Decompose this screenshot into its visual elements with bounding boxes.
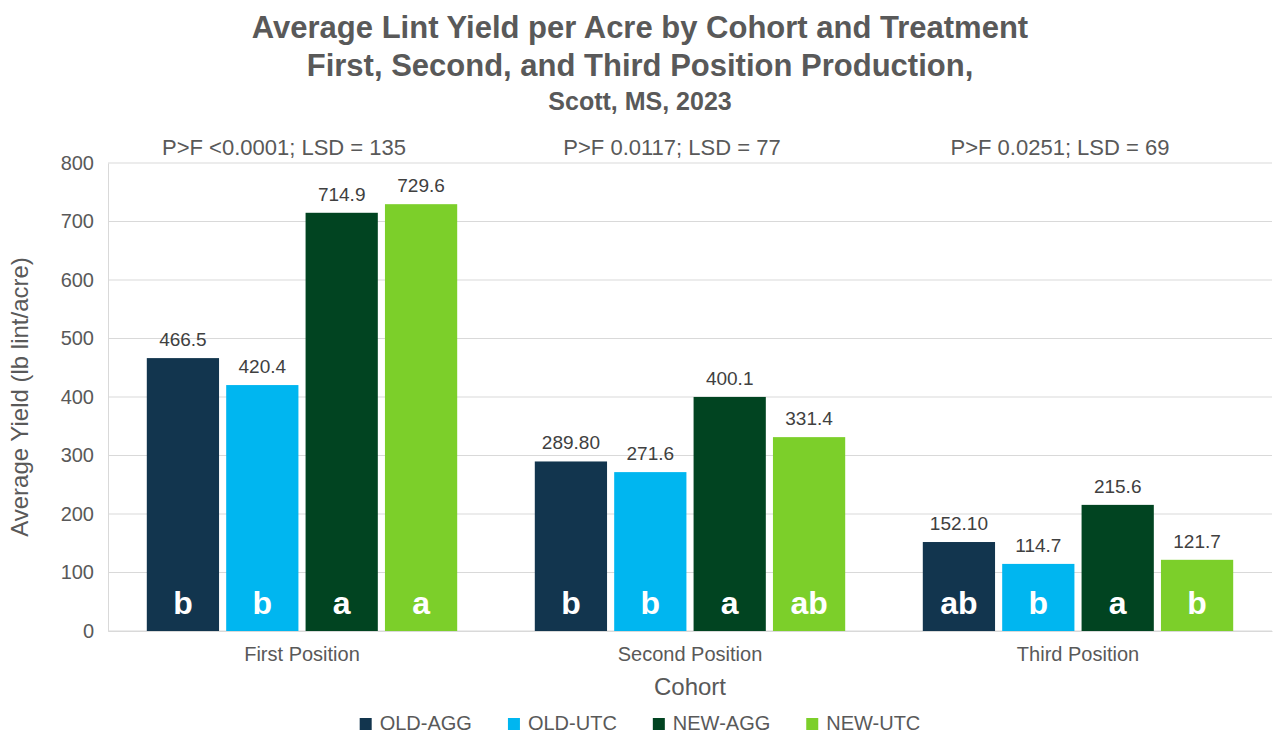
y-tick-label: 500 xyxy=(61,327,94,349)
legend-item: NEW-AGG xyxy=(653,712,770,734)
y-tick: 500 xyxy=(61,327,108,349)
bar xyxy=(923,542,995,631)
y-tick-label: 100 xyxy=(61,561,94,583)
bar xyxy=(385,204,457,631)
significance-letter: a xyxy=(412,585,430,621)
grid-line xyxy=(108,280,1272,281)
bar xyxy=(306,213,378,631)
significance-letter: ab xyxy=(940,585,977,621)
bar xyxy=(1002,564,1074,631)
subtitle: Scott, MS, 2023 xyxy=(548,87,731,115)
bar xyxy=(1161,560,1233,631)
legend-swatch xyxy=(360,718,372,730)
x-tick-label: Second Position xyxy=(618,643,763,665)
y-tick: 700 xyxy=(61,210,108,232)
x-axis: First Position Second Position Third Posit… xyxy=(109,631,1273,665)
data-label: 331.4 xyxy=(785,408,833,429)
legend-swatch xyxy=(653,718,665,730)
data-label: 729.6 xyxy=(397,175,445,196)
legend-item: OLD-UTC xyxy=(508,712,617,734)
y-tick-label: 800 xyxy=(61,152,94,174)
significance-letter: b xyxy=(1029,585,1049,621)
significance-letter: b xyxy=(561,585,581,621)
significance-letter: ab xyxy=(790,585,827,621)
significance-letter: b xyxy=(1187,585,1207,621)
data-label: 215.6 xyxy=(1094,476,1142,497)
data-label: 152.10 xyxy=(930,513,988,534)
grid-line xyxy=(108,338,1272,339)
title: Average Lint Yield per Acre by Cohort an… xyxy=(252,10,1028,45)
x-tick-label: Third Position xyxy=(1017,643,1139,665)
legend-swatch xyxy=(806,718,818,730)
y-tick-label: 300 xyxy=(61,444,94,466)
significance-letter: b xyxy=(173,585,193,621)
y-tick-label: 200 xyxy=(61,503,94,525)
y-tick-label: 0 xyxy=(83,620,94,642)
x-tick: Third Position xyxy=(1017,631,1139,665)
y-axis: 0 100 200 300 400 500 600 700 800 xyxy=(61,152,109,642)
bar xyxy=(773,437,845,631)
legend-label: OLD-AGG xyxy=(380,712,472,734)
data-label: 289.80 xyxy=(542,432,600,453)
y-tick: 400 xyxy=(61,386,108,408)
data-label: 420.4 xyxy=(239,356,287,377)
legend-label: OLD-UTC xyxy=(528,712,617,734)
data-label: 114.7 xyxy=(1015,535,1061,556)
legend-label: NEW-UTC xyxy=(826,712,920,734)
y-tick: 300 xyxy=(61,444,108,466)
data-label: 271.6 xyxy=(627,443,675,464)
annotation: P>F 0.0251; LSD = 69 xyxy=(951,135,1170,160)
significance-letter: b xyxy=(641,585,661,621)
grid xyxy=(108,163,1272,631)
significance-letter: a xyxy=(333,585,351,621)
title: First, Second, and Third Position Produc… xyxy=(307,48,974,83)
y-tick: 100 xyxy=(61,561,108,583)
bars xyxy=(147,204,1233,631)
bar-texts: 466.5b289.80b152.10ab420.4b271.6b114.7b7… xyxy=(159,175,1221,621)
data-label: 400.1 xyxy=(706,368,754,389)
y-tick-label: 700 xyxy=(61,210,94,232)
x-tick: Second Position xyxy=(618,631,763,665)
data-label: 466.5 xyxy=(159,329,207,350)
bar xyxy=(147,358,219,631)
y-tick: 0 xyxy=(83,620,108,642)
annotation: P>F <0.0001; LSD = 135 xyxy=(162,135,406,160)
legend-label: NEW-AGG xyxy=(673,712,770,734)
y-axis-title: Average Yield (lb lint/acre) xyxy=(6,257,33,537)
x-axis-line xyxy=(109,631,1273,632)
y-tick: 200 xyxy=(61,503,108,525)
legend-item: OLD-AGG xyxy=(360,712,472,734)
y-tick: 800 xyxy=(61,152,108,174)
grid-line xyxy=(108,221,1272,222)
grid-line xyxy=(108,163,1272,164)
x-tick-label: First Position xyxy=(244,643,360,665)
bar xyxy=(226,385,298,631)
bar xyxy=(694,397,766,631)
y-tick: 600 xyxy=(61,269,108,291)
chart: Average Lint Yield per Acre by Cohort an… xyxy=(0,0,1280,740)
data-label: 714.9 xyxy=(318,184,366,205)
y-tick-label: 400 xyxy=(61,386,94,408)
bar xyxy=(614,472,686,631)
legend-item: NEW-UTC xyxy=(806,712,920,734)
data-label: 121.7 xyxy=(1173,531,1221,552)
x-tick: First Position xyxy=(244,631,360,665)
y-tick-label: 600 xyxy=(61,269,94,291)
legend-swatch xyxy=(508,718,520,730)
bar xyxy=(535,461,607,631)
y-axis-line xyxy=(108,164,109,632)
x-axis-title: Cohort xyxy=(654,673,726,700)
significance-letter: a xyxy=(1109,585,1127,621)
annotation: P>F 0.0117; LSD = 77 xyxy=(563,135,780,160)
significance-letter: b xyxy=(253,585,273,621)
legend: OLD-AGG OLD-UTC NEW-AGG NEW-UTC xyxy=(360,712,921,734)
bar xyxy=(1082,505,1154,631)
significance-letter: a xyxy=(721,585,739,621)
